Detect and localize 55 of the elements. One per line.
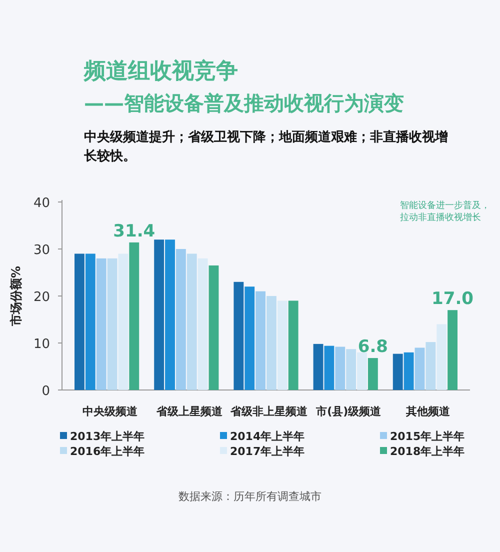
x-tick-label: 其他频道: [405, 405, 452, 418]
bar: [335, 346, 346, 390]
source-note: 数据来源：历年所有调查城市: [178, 490, 322, 503]
legend-label: 2013年上半年: [70, 430, 145, 443]
x-tick-label: 省级上星频道: [155, 405, 224, 418]
bar: [234, 282, 244, 390]
annotation: 智能设备进一步普及，拉动非直播收视增长: [400, 200, 491, 224]
bar: [118, 254, 128, 390]
bar: [244, 286, 255, 390]
bar: [313, 344, 324, 390]
bar: [414, 348, 425, 390]
bar: [176, 249, 186, 390]
data-label: 31.4: [113, 221, 156, 242]
legend-label: 2015年上半年: [390, 430, 465, 443]
bar: [324, 346, 334, 390]
chart-subtitle: ——智能设备普及推动收视行为演变: [84, 91, 404, 115]
legend-label: 2018年上半年: [390, 445, 465, 458]
bar: [85, 254, 96, 390]
legend-label: 2016年上半年: [70, 445, 145, 458]
bar: [368, 358, 378, 390]
text: 中央级频道提升；省级卫视下降；地面频道艰难；非直播收视增长较快。: [84, 129, 449, 166]
y-tick-label: 30: [33, 243, 50, 258]
bar: [346, 349, 356, 390]
bar: [198, 258, 208, 390]
bar: [277, 300, 288, 390]
x-tick-label: 中央级频道: [82, 405, 138, 418]
bar: [404, 352, 414, 390]
bar: [165, 240, 175, 390]
bar: [436, 324, 447, 390]
data-label: 6.8: [358, 337, 388, 358]
bar: [74, 254, 84, 390]
bar: [107, 258, 118, 390]
bar: [96, 258, 106, 390]
bar: [256, 291, 266, 390]
y-tick-label: 20: [33, 290, 50, 305]
y-tick-label: 0: [42, 384, 50, 399]
y-tick-label: 40: [33, 196, 50, 211]
y-tick-label: 10: [33, 337, 50, 352]
x-tick-label: 市(县)级频道: [315, 405, 382, 418]
bar: [426, 342, 436, 390]
bar: [392, 354, 403, 390]
bar: [266, 296, 276, 390]
bar: [288, 300, 298, 390]
bar: [208, 265, 219, 390]
bar: [186, 254, 197, 390]
bar: [154, 240, 164, 390]
legend-label: 2014年上半年: [230, 430, 305, 443]
bar: [129, 242, 140, 390]
y-axis-title: 市场份额%: [9, 266, 23, 328]
bar: [357, 352, 367, 390]
chart-title: 频道组收视竞争: [83, 58, 238, 84]
legend-label: 2017年上半年: [230, 445, 305, 458]
data-label: 17.0: [432, 289, 474, 310]
x-tick-label: 省级非上星频道: [230, 405, 308, 418]
bar: [448, 310, 458, 390]
